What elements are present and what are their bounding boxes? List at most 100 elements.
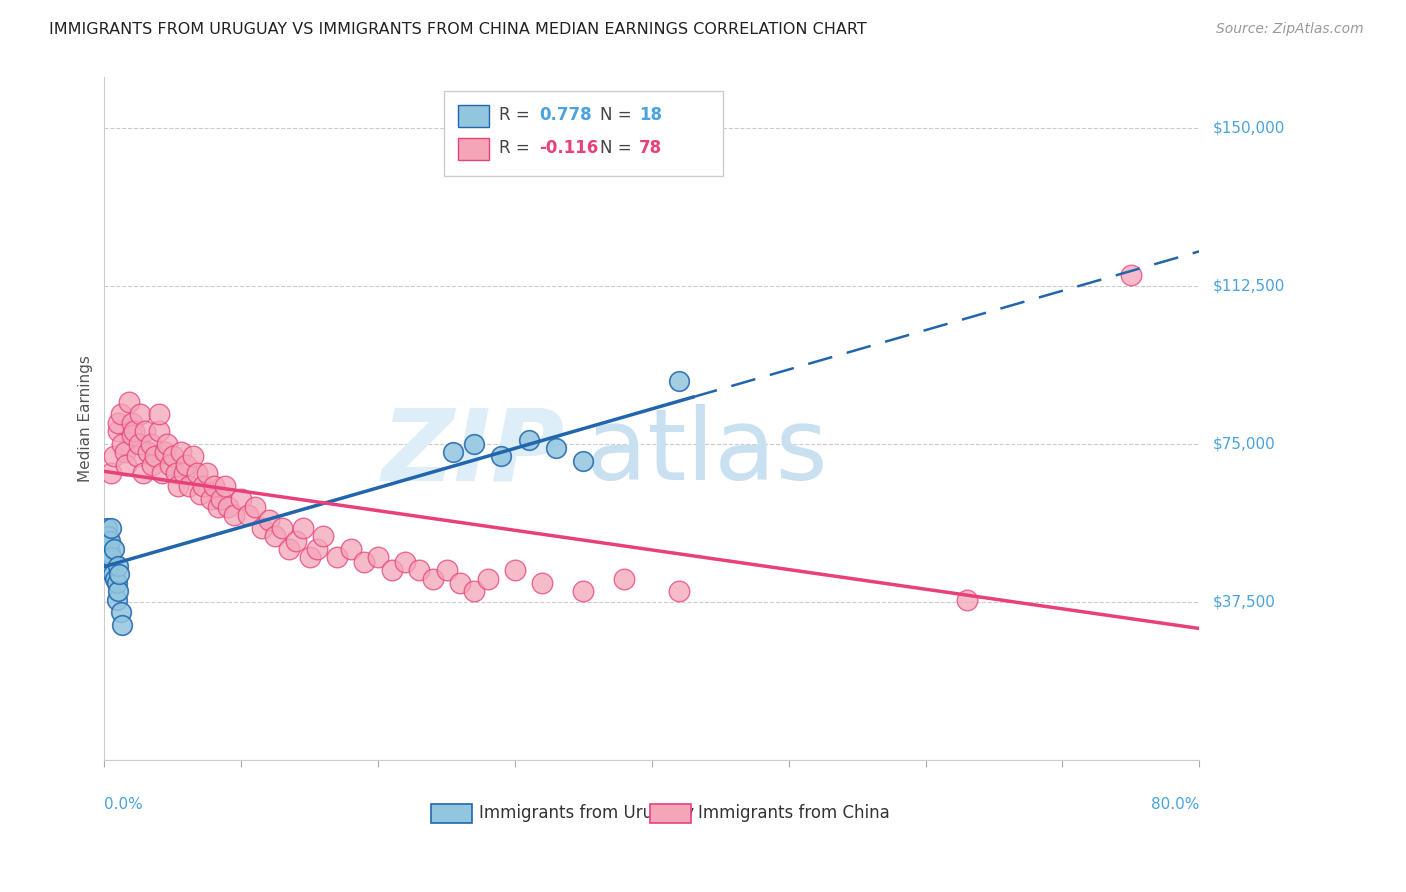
Point — [111, 618, 134, 632]
Point — [98, 533, 121, 548]
Point — [257, 512, 280, 526]
Point — [97, 529, 120, 543]
Point — [1119, 268, 1142, 283]
Point — [207, 500, 229, 514]
Point — [955, 592, 977, 607]
FancyBboxPatch shape — [458, 138, 489, 160]
Point — [668, 584, 690, 599]
Text: R =: R = — [499, 106, 534, 124]
Point — [121, 416, 143, 430]
Point — [298, 550, 321, 565]
Point — [96, 550, 118, 565]
Point — [115, 458, 138, 472]
Point — [231, 491, 253, 506]
Text: R =: R = — [499, 138, 534, 157]
Point — [224, 508, 246, 523]
Text: atlas: atlas — [586, 404, 828, 501]
Point — [143, 450, 166, 464]
FancyBboxPatch shape — [444, 91, 723, 177]
Point — [183, 450, 205, 464]
Point — [148, 424, 170, 438]
Point — [195, 467, 218, 481]
Point — [422, 572, 444, 586]
Text: 0.0%: 0.0% — [104, 797, 143, 812]
Point — [202, 479, 225, 493]
Point — [148, 407, 170, 421]
Point — [127, 450, 149, 464]
Point — [150, 467, 173, 481]
Text: N =: N = — [600, 106, 637, 124]
Point — [285, 533, 308, 548]
Point — [159, 458, 181, 472]
Text: $75,000: $75,000 — [1213, 436, 1275, 451]
Point — [107, 558, 129, 573]
Point — [305, 542, 328, 557]
Point — [100, 550, 122, 565]
Point — [139, 437, 162, 451]
Text: Immigrants from China: Immigrants from China — [697, 805, 890, 822]
Point — [108, 567, 131, 582]
Point — [129, 407, 152, 421]
Text: $112,500: $112,500 — [1213, 278, 1285, 293]
Point — [173, 467, 195, 481]
Point — [111, 437, 134, 451]
Point — [105, 575, 128, 590]
Point — [353, 555, 375, 569]
Point — [517, 433, 540, 447]
Point — [339, 542, 361, 557]
Point — [449, 575, 471, 590]
Point — [153, 445, 176, 459]
Point — [100, 521, 122, 535]
Text: N =: N = — [600, 138, 637, 157]
Point — [188, 487, 211, 501]
Point — [167, 479, 190, 493]
Point — [118, 394, 141, 409]
Point — [103, 450, 125, 464]
Point — [381, 563, 404, 577]
Point — [531, 575, 554, 590]
Point — [170, 445, 193, 459]
Point — [326, 550, 349, 565]
Point — [100, 467, 122, 481]
Text: Immigrants from Uruguay: Immigrants from Uruguay — [479, 805, 695, 822]
Point — [107, 424, 129, 438]
Text: $150,000: $150,000 — [1213, 120, 1285, 136]
Point — [250, 521, 273, 535]
Point — [209, 491, 232, 506]
Text: 80.0%: 80.0% — [1152, 797, 1199, 812]
Point — [312, 529, 335, 543]
Text: -0.116: -0.116 — [538, 138, 599, 157]
Point — [436, 563, 458, 577]
Point — [136, 445, 159, 459]
Point — [367, 550, 389, 565]
Point — [103, 542, 125, 557]
Point — [572, 584, 595, 599]
Point — [217, 500, 239, 514]
Point — [107, 584, 129, 599]
FancyBboxPatch shape — [430, 804, 472, 823]
Point — [101, 567, 124, 582]
Point — [477, 572, 499, 586]
Point — [503, 563, 526, 577]
Point — [463, 437, 485, 451]
Point — [97, 538, 120, 552]
Point — [165, 467, 187, 481]
Point — [214, 479, 236, 493]
Point — [408, 563, 430, 577]
Point — [491, 450, 513, 464]
Point — [668, 374, 690, 388]
Point — [96, 521, 118, 535]
Point — [124, 424, 146, 438]
Point — [572, 453, 595, 467]
Point — [271, 521, 294, 535]
Text: IMMIGRANTS FROM URUGUAY VS IMMIGRANTS FROM CHINA MEDIAN EARNINGS CORRELATION CHA: IMMIGRANTS FROM URUGUAY VS IMMIGRANTS FR… — [49, 22, 868, 37]
Text: Source: ZipAtlas.com: Source: ZipAtlas.com — [1216, 22, 1364, 37]
Point — [128, 437, 150, 451]
Point — [121, 428, 143, 442]
Point — [278, 542, 301, 557]
Point — [176, 458, 198, 472]
Point — [94, 542, 117, 557]
Point — [131, 467, 153, 481]
Point — [94, 533, 117, 548]
Point — [544, 441, 567, 455]
